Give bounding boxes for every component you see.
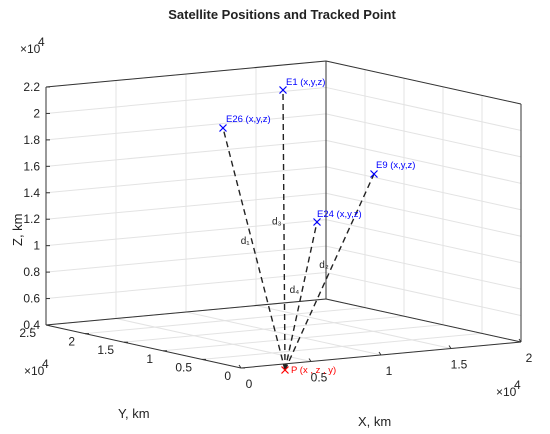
z-tick-label: 2.2 bbox=[23, 80, 40, 94]
y-tick-label: 1.5 bbox=[97, 343, 114, 357]
axes-box bbox=[45, 60, 522, 369]
distance-line-e1 bbox=[282, 89, 286, 371]
marker-p bbox=[281, 366, 289, 374]
x-multiplier-base: ×10 bbox=[496, 385, 517, 399]
x-tick-label: 1.5 bbox=[451, 358, 468, 372]
marker-stroke bbox=[281, 366, 289, 374]
back-grid-z bbox=[45, 113, 327, 141]
y-tick-label: 0.5 bbox=[175, 360, 192, 374]
back-grid-z bbox=[45, 245, 327, 273]
z-tick-label: 1 bbox=[33, 239, 40, 253]
point-label-e26: E26 (x,y,z) bbox=[226, 114, 271, 125]
distance-label-e26: d₁ bbox=[241, 236, 251, 247]
floor-grid-x bbox=[185, 311, 382, 356]
floor-grid-y bbox=[123, 315, 405, 343]
data-layer: d₃ d₁ d₂ d₄ P (x , z , y) E1 (x,y,z) E26 (x,y,… bbox=[219, 77, 415, 376]
side-grid-z bbox=[325, 86, 522, 131]
back-grid-z bbox=[45, 219, 327, 247]
z-tick-label: 1.4 bbox=[23, 186, 40, 200]
x-tick-mark bbox=[518, 338, 522, 343]
back-grid-z bbox=[45, 272, 327, 300]
distance-line-e24 bbox=[284, 221, 318, 371]
side-grid-z bbox=[325, 139, 522, 184]
back-grid-z bbox=[45, 86, 327, 114]
y-tick-label: 1 bbox=[146, 352, 153, 366]
x-tick-label: 2 bbox=[526, 351, 533, 365]
point-label-e1: E1 (x,y,z) bbox=[286, 77, 325, 88]
x-multiplier-exp: 4 bbox=[514, 378, 521, 392]
y-tick-label: 0 bbox=[224, 369, 231, 383]
z-tick-label: 0.8 bbox=[23, 265, 40, 279]
x-tick-mark bbox=[448, 345, 452, 349]
z-multiplier-base: ×10 bbox=[20, 42, 41, 56]
floor-grid-y bbox=[84, 307, 366, 335]
side-top-edge bbox=[325, 60, 522, 105]
z-multiplier-exp: 4 bbox=[38, 35, 45, 49]
marker-e1 bbox=[279, 86, 287, 94]
distance-line-e9 bbox=[284, 173, 375, 371]
z-axis-label: Z, km bbox=[10, 214, 25, 247]
distance-label-e1: d₃ bbox=[272, 216, 282, 227]
z-tick-label: 2 bbox=[33, 106, 40, 120]
z-tick-label: 0.4 bbox=[23, 318, 40, 332]
distance-label-e24: d₄ bbox=[290, 285, 300, 296]
back-top-edge bbox=[45, 60, 327, 88]
distance-label-e9: d₂ bbox=[319, 260, 329, 271]
chart-title: Satellite Positions and Tracked Point bbox=[168, 7, 396, 22]
side-grid-z bbox=[325, 192, 522, 237]
z-multiplier: ×10 4 bbox=[20, 35, 45, 56]
x-tick-label: 1 bbox=[386, 364, 393, 378]
floor-grid-y bbox=[162, 324, 444, 352]
z-tick-label: 1.2 bbox=[23, 212, 40, 226]
side-grid-z bbox=[325, 272, 522, 317]
y-multiplier-base: ×10 bbox=[24, 364, 45, 378]
marker-e26 bbox=[219, 124, 227, 132]
y-multiplier-exp: 4 bbox=[42, 357, 49, 371]
y-axis-label: Y, km bbox=[118, 406, 150, 421]
marker-e9 bbox=[370, 170, 378, 178]
z-tick-label: 0.6 bbox=[23, 292, 40, 306]
y-tick-label: 2.5 bbox=[19, 326, 36, 340]
x-tick-mark bbox=[308, 358, 312, 362]
z-tick-label: 1.6 bbox=[23, 159, 40, 173]
z-tick-label: 1.8 bbox=[23, 133, 40, 147]
side-grid-z bbox=[325, 166, 522, 211]
back-grid-z bbox=[45, 192, 327, 220]
marker-stroke bbox=[279, 86, 287, 94]
side-grid-z bbox=[325, 219, 522, 264]
side-grid-z bbox=[325, 245, 522, 290]
y-multiplier: ×10 4 bbox=[24, 357, 49, 378]
back-grid-z bbox=[45, 139, 327, 167]
marker-stroke bbox=[313, 218, 321, 226]
y-axis-line bbox=[45, 324, 242, 369]
marker-stroke bbox=[219, 124, 227, 132]
point-label-p: P (x , z , y) bbox=[291, 365, 336, 376]
x-tick-mark bbox=[238, 364, 242, 369]
floor-grid-x bbox=[255, 305, 452, 349]
x-axis-label: X, km bbox=[358, 414, 391, 429]
y-tick-label: 2 bbox=[68, 335, 75, 349]
back-grid-z bbox=[45, 166, 327, 194]
marker-e24 bbox=[313, 218, 321, 226]
marker-stroke bbox=[370, 170, 378, 178]
x-tick-label: 0.5 bbox=[311, 371, 328, 385]
x-tick-label: 0 bbox=[246, 377, 253, 391]
point-label-e9: E9 (x,y,z) bbox=[376, 160, 415, 171]
x-multiplier: ×10 4 bbox=[496, 378, 521, 399]
floor-grid-y bbox=[201, 332, 483, 360]
point-label-e24: E24 (x,y,z) bbox=[317, 209, 362, 220]
side-bottom-edge bbox=[325, 298, 522, 343]
side-grid-z bbox=[325, 113, 522, 158]
floor-grid-x bbox=[115, 318, 312, 362]
back-bottom-edge bbox=[45, 298, 327, 326]
tick-labels: 0 0.5 1 1.5 2 0 0.5 1 1.5 2 2.50.4 0.6 0.8 1 1.2 1.4 1.6… bbox=[19, 80, 532, 391]
distance-line-e26 bbox=[222, 127, 286, 371]
x-tick-mark bbox=[378, 351, 382, 356]
